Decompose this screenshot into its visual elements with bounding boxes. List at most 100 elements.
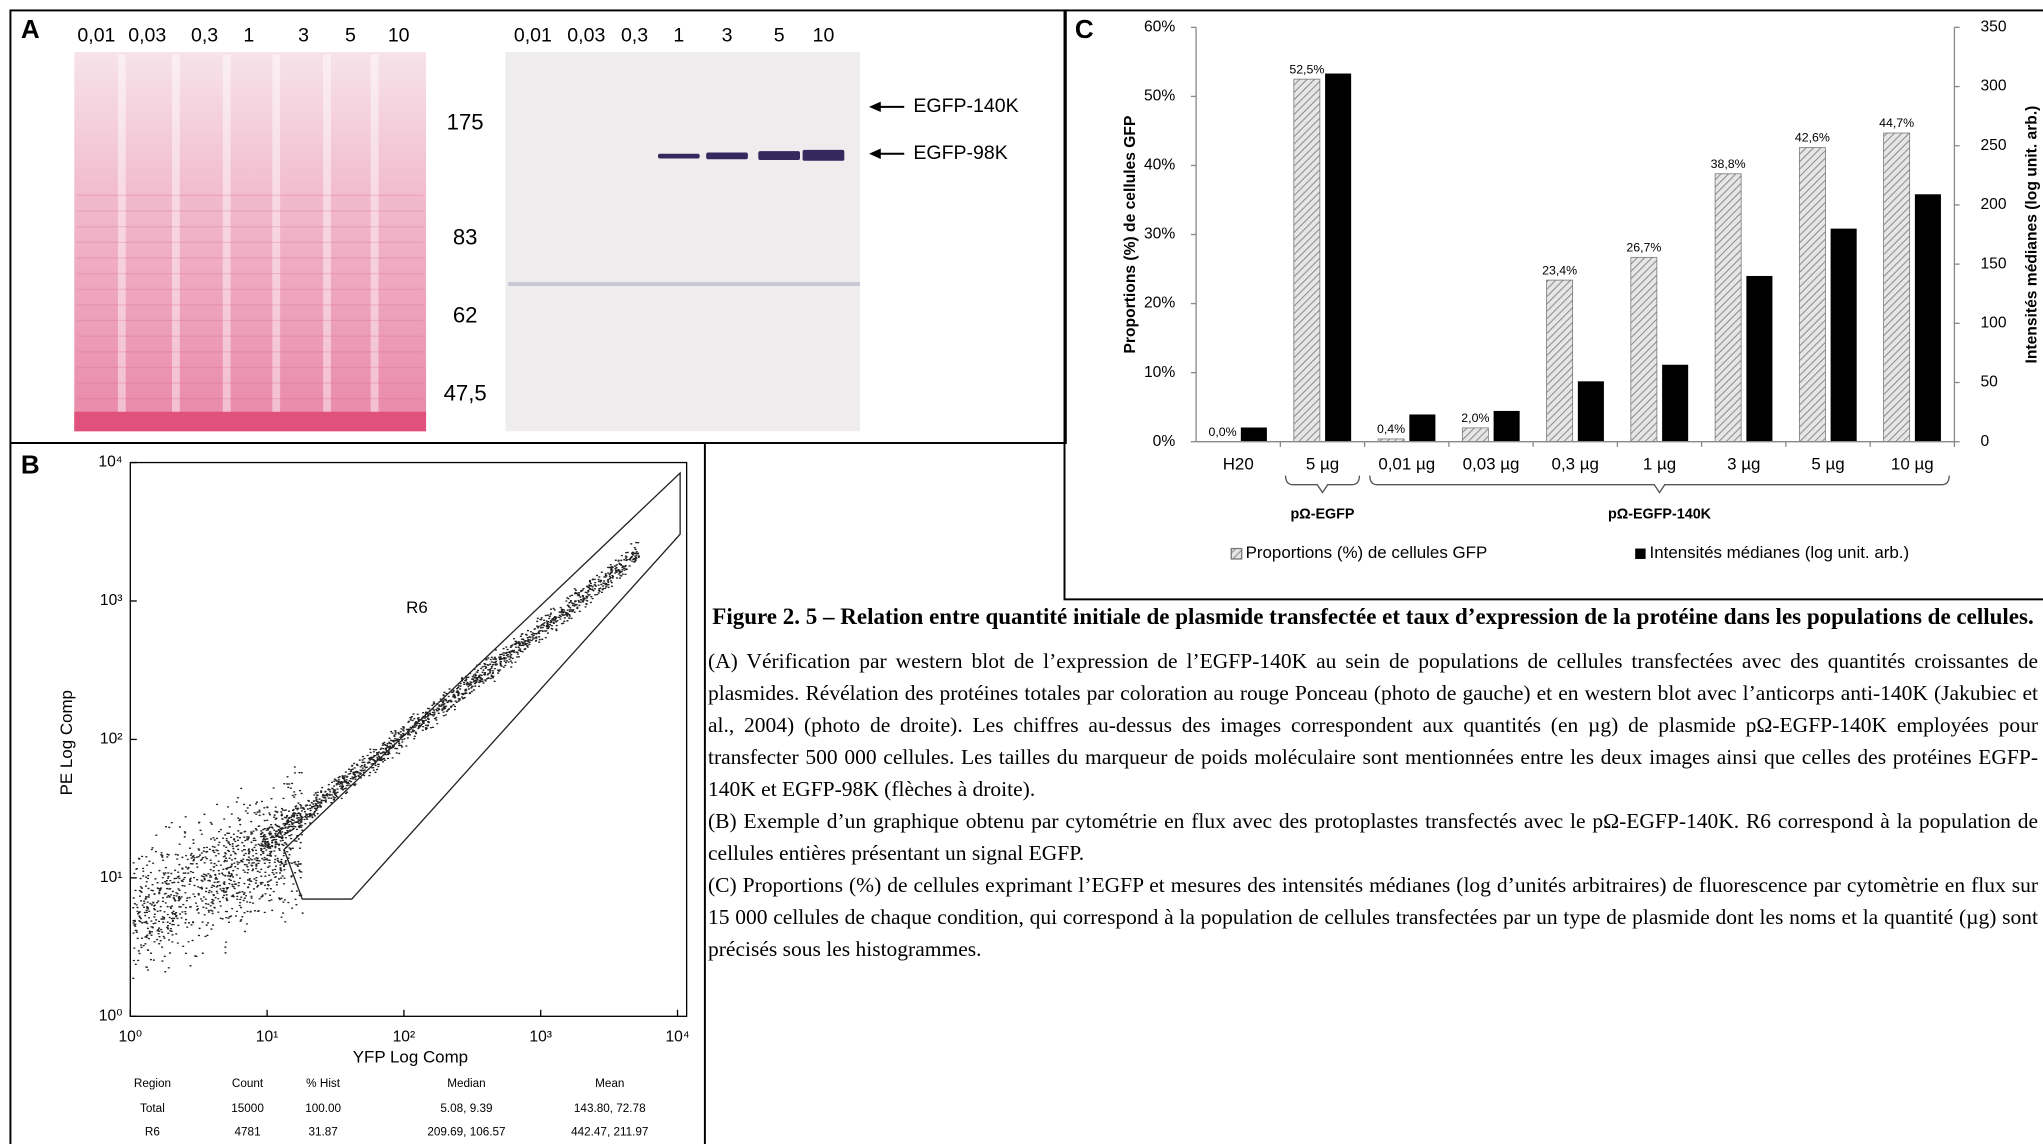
panel-b-frame <box>9 442 706 1144</box>
group-bracket <box>1369 475 1950 494</box>
protein-band <box>657 153 700 159</box>
lane-label: 3 <box>722 25 733 47</box>
lane-label: 0,3 <box>621 25 648 47</box>
protein-band <box>802 149 845 161</box>
bar <box>1493 410 1520 442</box>
bar <box>1883 132 1911 443</box>
table-cell: Total <box>140 1102 165 1115</box>
y2-tick-label: 250 <box>1980 137 2006 154</box>
y-tick-label: 0% <box>1153 433 1176 450</box>
table-header: Median <box>447 1077 485 1090</box>
lane-label: 0,01 <box>514 25 552 47</box>
value-label: 26,7% <box>1626 240 1661 254</box>
y-axis-label: PE Log Comp <box>57 690 76 795</box>
group-bracket <box>1284 475 1361 494</box>
panel-letter: A <box>21 14 40 44</box>
marker-label: 47,5 <box>444 381 487 406</box>
value-label: 0,0% <box>1209 425 1237 439</box>
lane-gap <box>222 54 231 412</box>
marker-label: 62 <box>453 302 478 327</box>
bar <box>1409 414 1436 442</box>
arrow-head <box>869 101 881 113</box>
arrow-label: EGFP-98K <box>913 142 1007 164</box>
lane-label: 10 <box>388 25 410 47</box>
y2-tick-label: 300 <box>1980 78 2006 95</box>
x-tick-label: 10¹ <box>256 1028 279 1045</box>
x-tick-label: 5 µg <box>1811 455 1844 474</box>
table-cell: 31.87 <box>308 1125 337 1138</box>
lane-label: 5 <box>345 25 356 47</box>
table-cell: 100.00 <box>305 1102 341 1115</box>
caption: Figure 2. 5 – Relation entre quantité in… <box>708 602 2038 965</box>
x-tick-label: 10⁰ <box>118 1028 142 1045</box>
arrow-label: EGFP-140K <box>913 95 1018 117</box>
x-tick-label: 10³ <box>529 1028 552 1045</box>
lane-gap <box>117 54 126 412</box>
bar <box>1830 228 1857 442</box>
x-tick-label: 10² <box>393 1028 416 1045</box>
table-cell: 442.47, 211.97 <box>571 1125 648 1138</box>
y2-tick-label: 200 <box>1980 196 2006 213</box>
value-label: 52,5% <box>1289 62 1324 76</box>
lane-label: 5 <box>774 25 785 47</box>
y-tick-label: 10% <box>1144 364 1175 381</box>
table-header: Region <box>134 1077 171 1090</box>
protein-band <box>758 151 801 161</box>
bar <box>1662 364 1689 442</box>
bar <box>1746 275 1773 442</box>
group-label: pΩ-EGFP-140K <box>1608 506 1712 522</box>
x-tick-label: H20 <box>1223 455 1254 474</box>
table-cell: R6 <box>145 1125 160 1138</box>
lane-label: 3 <box>298 25 309 47</box>
y-tick-label: 10⁴ <box>98 454 122 471</box>
value-label: 2,0% <box>1461 411 1489 425</box>
value-label: 42,6% <box>1795 131 1830 145</box>
bar <box>1461 427 1489 443</box>
x-tick-label: 5 µg <box>1306 455 1339 474</box>
table-cell: 4781 <box>235 1125 261 1138</box>
marker-label: 83 <box>453 224 478 249</box>
western-blot <box>505 52 860 432</box>
x-tick-label: 0,01 µg <box>1378 455 1435 474</box>
bar <box>1293 78 1321 443</box>
x-tick-label: 3 µg <box>1727 455 1760 474</box>
lane-label: 1 <box>243 25 254 47</box>
table-cell: 143.80, 72.78 <box>574 1102 646 1115</box>
table-cell: 15000 <box>231 1102 264 1115</box>
y-tick-label: 30% <box>1144 226 1175 243</box>
y-tick-label: 40% <box>1144 157 1175 174</box>
panel-letter: B <box>21 449 40 479</box>
lane-label: 0,03 <box>128 25 166 47</box>
group-label: pΩ-EGFP <box>1290 506 1354 522</box>
lane-label: 0,03 <box>567 25 605 47</box>
y2-tick-label: 100 <box>1980 314 2006 331</box>
table-cell: 209.69, 106.57 <box>427 1125 505 1138</box>
bar <box>1240 427 1267 442</box>
legend-label: Intensités médianes (log unit. arb.) <box>1650 543 1910 562</box>
x-tick-label: 10⁴ <box>665 1028 689 1045</box>
value-label: 23,4% <box>1542 263 1577 277</box>
value-label: 44,7% <box>1879 116 1914 130</box>
lane-label: 0,01 <box>77 25 115 47</box>
legend-swatch <box>1230 547 1243 560</box>
lane-label: 0,3 <box>191 25 218 47</box>
y2-tick-label: 150 <box>1980 255 2006 272</box>
bar <box>1798 147 1826 443</box>
bar <box>1914 194 1941 442</box>
x-tick-label: 1 µg <box>1643 455 1676 474</box>
value-label: 0,4% <box>1377 422 1405 436</box>
x-tick-label: 0,3 µg <box>1552 455 1599 474</box>
y-tick-label: 10⁰ <box>99 1007 123 1024</box>
legend-label: Proportions (%) de cellules GFP <box>1246 543 1488 562</box>
table-header: Mean <box>595 1077 624 1090</box>
y-axis-label: Proportions (%) de cellules GFP <box>1122 116 1139 354</box>
y-tick-label: 20% <box>1144 295 1175 312</box>
bar <box>1546 279 1574 443</box>
gel-front <box>74 411 427 432</box>
y-tick-label: 10¹ <box>100 869 123 886</box>
marker-label: 175 <box>447 110 484 135</box>
table-header: Count <box>232 1077 264 1090</box>
y2-tick-label: 0 <box>1980 433 1989 450</box>
